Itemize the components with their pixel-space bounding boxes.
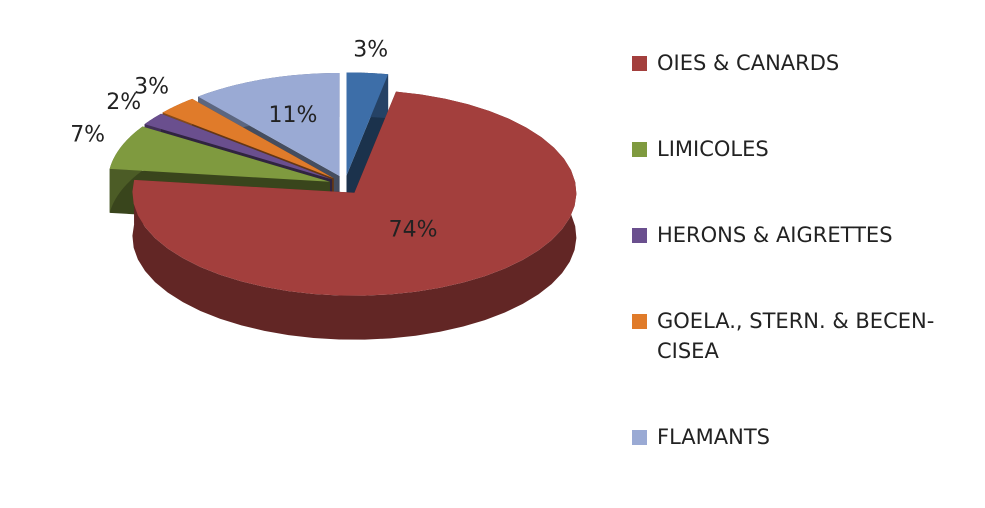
data-label: 74% — [389, 217, 438, 242]
legend-label: HERONS & AIGRETTES — [657, 223, 893, 247]
legend-swatch — [632, 56, 647, 71]
legend-item: OIES & CANARDS — [632, 48, 977, 78]
data-label: 2% — [106, 90, 141, 115]
legend-item: FLAMANTS — [632, 422, 977, 452]
legend: OIES & CANARDS LIMICOLES HERONS & AIGRETTE… — [632, 48, 977, 508]
slice-top — [162, 98, 334, 179]
slice — [346, 72, 389, 220]
slice-top — [144, 113, 333, 180]
legend-label: GOELA., STERN. & BECEN-CISEA — [657, 309, 935, 363]
data-label: 7% — [70, 122, 105, 147]
legend-swatch — [632, 430, 647, 445]
legend-swatch — [632, 142, 647, 157]
slice-top — [132, 91, 577, 296]
slice-top — [346, 72, 389, 176]
data-label: 3% — [134, 75, 169, 100]
chart: 74%7%2%3%11%3% — [70, 37, 577, 340]
slice-top — [109, 126, 330, 182]
page: 74% 7% 2% 3% 11% 3% OIES & CANARDS LIMICOLES HE… — [70, 37, 935, 449]
legend-label: FLAMANTS — [657, 425, 770, 449]
legend-swatch — [632, 228, 647, 243]
legend-item: GOELA., STERN. & BECEN-CISEA — [632, 306, 977, 366]
slice-top — [198, 72, 340, 176]
data-label: 11% — [269, 103, 318, 128]
slice — [132, 91, 577, 340]
legend-label: LIMICOLES — [657, 137, 769, 161]
legend-item: LIMICOLES — [632, 134, 977, 164]
legend-label: OIES & CANARDS — [657, 51, 840, 75]
data-label: 3% — [353, 37, 388, 62]
legend-swatch — [632, 314, 647, 329]
legend-item: HERONS & AIGRETTES — [632, 220, 977, 250]
